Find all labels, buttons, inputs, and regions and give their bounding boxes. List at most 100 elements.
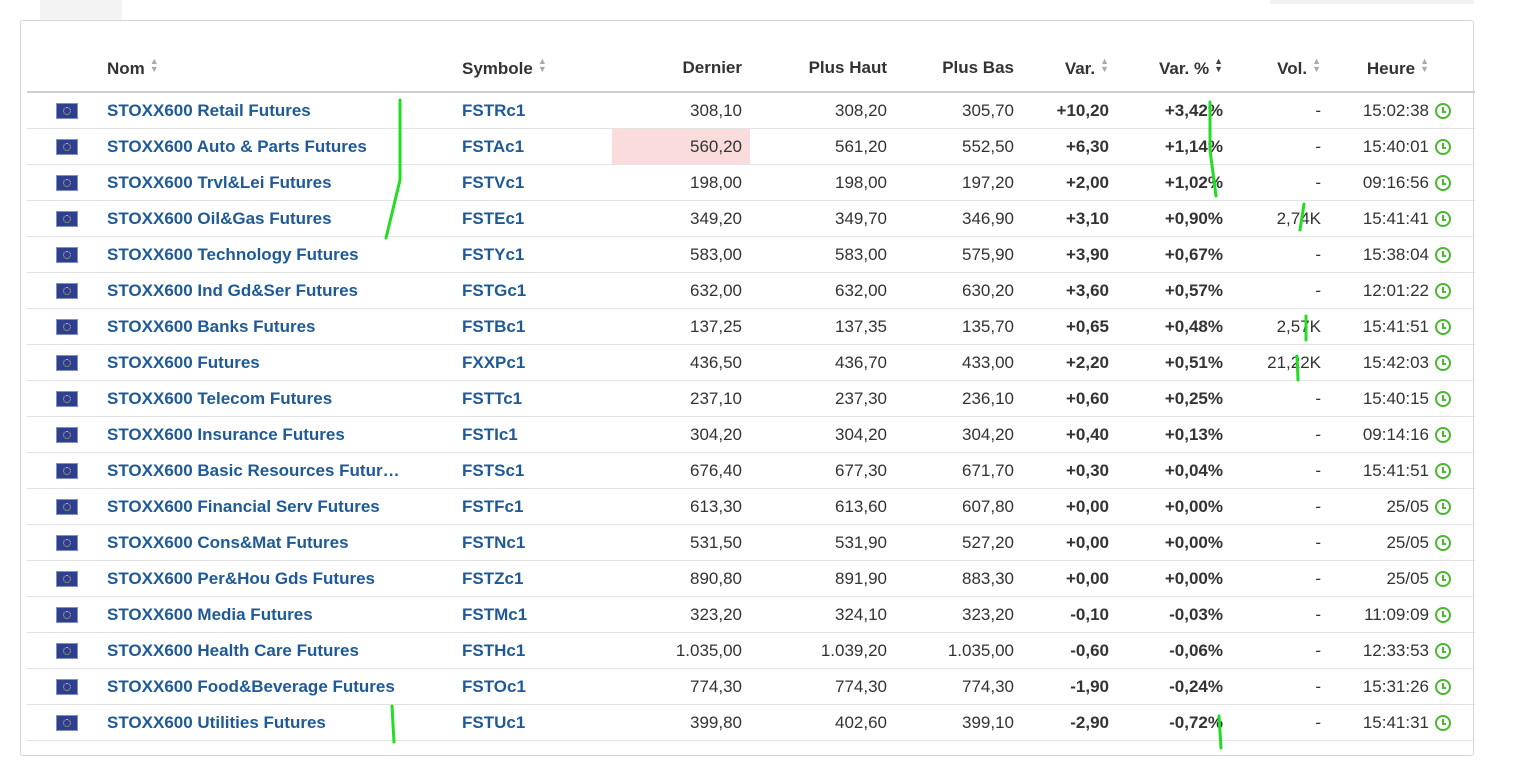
instrument-name-link[interactable]: STOXX600 Retail Futures (107, 100, 311, 120)
last-price: 323,20 (612, 596, 750, 633)
clock-cell (1429, 704, 1475, 741)
symbol-link[interactable]: FSTZc1 (462, 568, 524, 588)
change-percent: +0,67% (1109, 236, 1223, 273)
name-cell: STOXX600 Retail Futures (107, 92, 462, 129)
instrument-name-link[interactable]: STOXX600 Trvl&Lei Futures (107, 172, 332, 192)
volume: - (1223, 632, 1321, 669)
top-right-control[interactable] (1270, 0, 1474, 4)
clock-icon (1435, 427, 1451, 444)
header-var-pct[interactable]: Var. % ▲ ▼ (1109, 45, 1223, 93)
symbol-link[interactable]: FSTHc1 (462, 640, 526, 660)
high-price: 531,90 (750, 524, 887, 561)
instrument-name-link[interactable]: STOXX600 Financial Serv Futures (107, 496, 380, 516)
change-percent: +0,90% (1109, 200, 1223, 237)
instrument-name-link[interactable]: STOXX600 Insurance Futures (107, 424, 345, 444)
symbol-link[interactable]: FSTEc1 (462, 208, 525, 228)
instrument-name-link[interactable]: STOXX600 Food&Beverage Futures (107, 676, 395, 696)
header-nom[interactable]: Nom ▲ ▼ (107, 45, 462, 93)
instrument-name-link[interactable]: STOXX600 Banks Futures (107, 316, 316, 336)
instrument-name-link[interactable]: STOXX600 Basic Resources Futur… (107, 460, 400, 480)
symbol-link[interactable]: FSTFc1 (462, 496, 524, 516)
header-var-label: Var. (1064, 59, 1096, 78)
symbol-link[interactable]: FSTAc1 (462, 136, 525, 156)
symbol-link[interactable]: FSTMc1 (462, 604, 528, 624)
header-clock (1429, 45, 1475, 93)
header-symbole[interactable]: Symbole ▲ ▼ (462, 45, 612, 93)
sort-icon[interactable]: ▲ ▼ (1420, 56, 1429, 74)
instrument-name-link[interactable]: STOXX600 Ind Gd&Ser Futures (107, 280, 358, 300)
sort-icon[interactable]: ▲ ▼ (537, 56, 547, 74)
symbol-link[interactable]: FSTVc1 (462, 172, 525, 192)
symbol-link[interactable]: FSTYc1 (462, 244, 525, 264)
instrument-name-link[interactable]: STOXX600 Auto & Parts Futures (107, 136, 367, 156)
symbol-link[interactable]: FSTIc1 (462, 424, 518, 444)
low-price: 607,80 (887, 488, 1014, 525)
header-heure-label: Heure (1366, 59, 1416, 78)
instrument-name-link[interactable]: STOXX600 Health Care Futures (107, 640, 359, 660)
change-value: +0,00 (1014, 524, 1109, 561)
name-cell: STOXX600 Health Care Futures (107, 632, 462, 669)
symbol-link[interactable]: FSTOc1 (462, 676, 526, 696)
time: 15:38:04 (1321, 236, 1429, 273)
change-value: +3,60 (1014, 272, 1109, 309)
last-price: 613,30 (612, 488, 750, 525)
change-value: +10,20 (1014, 92, 1109, 129)
symbol-link[interactable]: FSTUc1 (462, 712, 526, 732)
header-dernier: Dernier (612, 45, 750, 93)
instrument-name-link[interactable]: STOXX600 Telecom Futures (107, 388, 333, 408)
last-price: 349,20 (612, 200, 750, 237)
table-row: STOXX600 Per&Hou Gds Futures FSTZc1 890,… (27, 560, 1475, 597)
time: 25/05 (1321, 560, 1429, 597)
instrument-name-link[interactable]: STOXX600 Cons&Mat Futures (107, 532, 349, 552)
symbol-link[interactable]: FSTSc1 (462, 460, 525, 480)
change-value: +0,00 (1014, 488, 1109, 525)
last-price: 583,00 (612, 236, 750, 273)
sort-icon[interactable]: ▲ ▼ (1214, 56, 1223, 74)
header-heure[interactable]: Heure ▲ ▼ (1321, 45, 1429, 93)
instrument-name-link[interactable]: STOXX600 Oil&Gas Futures (107, 208, 332, 228)
sort-icon[interactable]: ▲ ▼ (1100, 56, 1109, 74)
instrument-name-link[interactable]: STOXX600 Futures (107, 352, 260, 372)
name-cell: STOXX600 Oil&Gas Futures (107, 200, 462, 237)
low-price: 399,10 (887, 704, 1014, 741)
table-row: STOXX600 Oil&Gas Futures FSTEc1 349,20 3… (27, 200, 1475, 237)
eu-flag-icon (56, 715, 78, 732)
symbol-link[interactable]: FXXPc1 (462, 352, 526, 372)
instrument-name-link[interactable]: STOXX600 Per&Hou Gds Futures (107, 568, 375, 588)
symbol-cell: FSTUc1 (462, 704, 612, 741)
change-percent: -0,06% (1109, 632, 1223, 669)
table-row: STOXX600 Ind Gd&Ser Futures FSTGc1 632,0… (27, 272, 1475, 309)
time: 15:41:41 (1321, 200, 1429, 237)
symbol-link[interactable]: FSTNc1 (462, 532, 526, 552)
name-cell: STOXX600 Banks Futures (107, 308, 462, 345)
flag-cell (27, 560, 107, 597)
symbol-cell: FSTZc1 (462, 560, 612, 597)
instrument-name-link[interactable]: STOXX600 Media Futures (107, 604, 313, 624)
header-vol[interactable]: Vol. ▲ ▼ (1223, 45, 1321, 93)
flag-cell (27, 380, 107, 417)
low-price: 304,20 (887, 416, 1014, 453)
symbol-link[interactable]: FSTRc1 (462, 100, 526, 120)
symbol-link[interactable]: FSTTc1 (462, 388, 523, 408)
clock-icon (1435, 211, 1451, 228)
clock-cell (1429, 560, 1475, 597)
low-price: 527,20 (887, 524, 1014, 561)
header-var[interactable]: Var. ▲ ▼ (1014, 45, 1109, 93)
eu-flag-icon (56, 391, 78, 408)
top-tab[interactable] (40, 0, 122, 22)
time: 15:40:15 (1321, 380, 1429, 417)
eu-flag-icon (56, 175, 78, 192)
flag-cell (27, 236, 107, 273)
sort-icon[interactable]: ▲ ▼ (1312, 56, 1321, 74)
symbol-link[interactable]: FSTBc1 (462, 316, 526, 336)
last-price: 198,00 (612, 164, 750, 201)
symbol-cell: FSTAc1 (462, 128, 612, 165)
symbol-link[interactable]: FSTGc1 (462, 280, 527, 300)
last-price: 308,10 (612, 92, 750, 129)
instrument-name-link[interactable]: STOXX600 Technology Futures (107, 244, 359, 264)
flag-cell (27, 452, 107, 489)
sort-icon[interactable]: ▲ ▼ (149, 56, 159, 74)
header-plus-bas-label: Plus Bas (942, 58, 1014, 77)
instrument-name-link[interactable]: STOXX600 Utilities Futures (107, 712, 326, 732)
change-value: +3,90 (1014, 236, 1109, 273)
